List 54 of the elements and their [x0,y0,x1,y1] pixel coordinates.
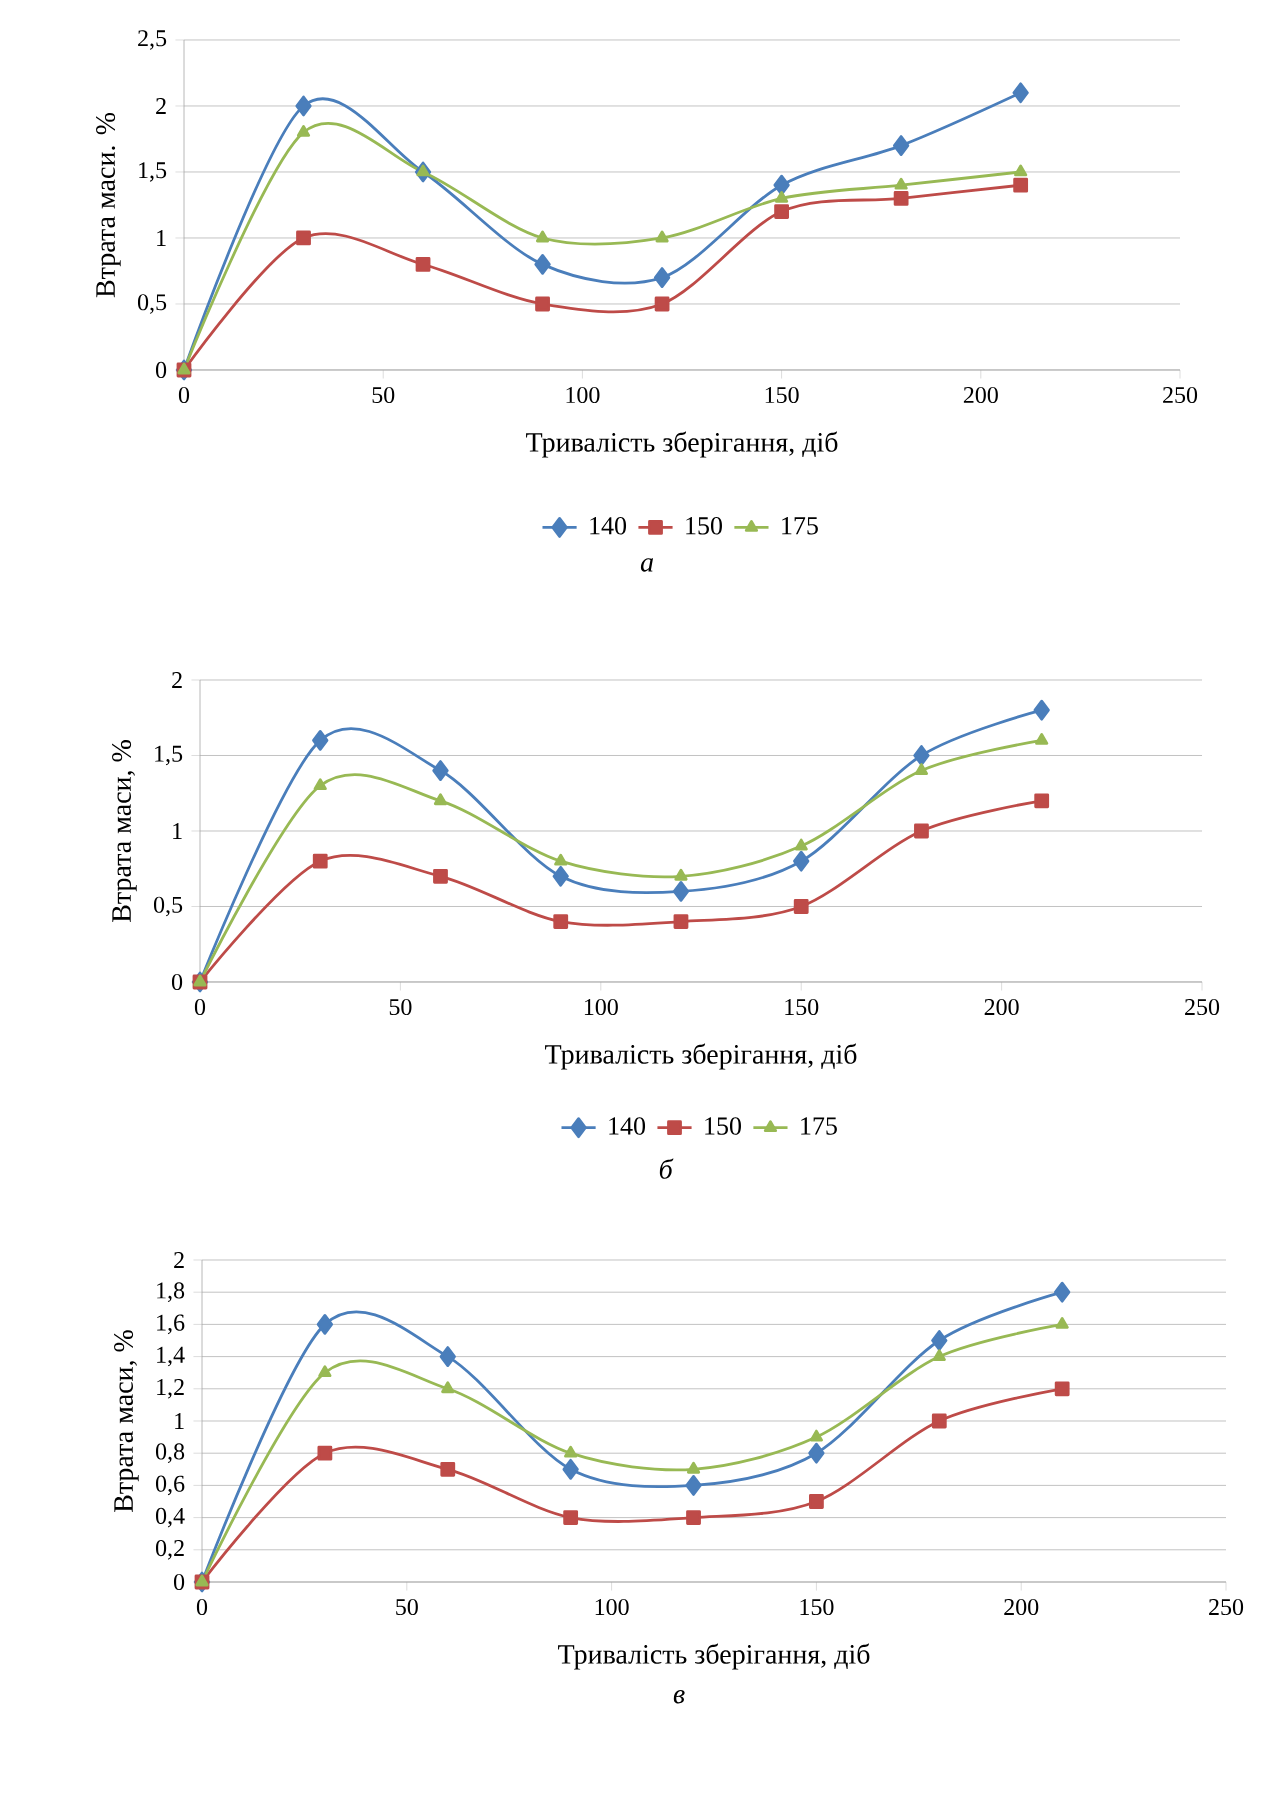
legend-label: 175 [801,1117,837,1135]
x-axis-title: Тривалість зберігання, діб [558,1643,870,1670]
x-tick-label: 150 [785,998,819,1016]
y-tick-label: 0,5 [153,896,183,917]
x-tick-label: 100 [595,1598,629,1616]
y-tick-label: 1,2 [157,1378,184,1399]
legend-label: 150 [705,1117,741,1135]
x-tick-label: 50 [389,998,412,1016]
y-axis-title: Втрата маси, % [114,1330,139,1513]
x-tick-label: 100 [584,998,618,1016]
x-tick-label: 100 [566,386,600,404]
y-tick-label: 2 [174,1252,184,1268]
y-tick-label: 0 [155,361,167,379]
y-tick-label: 1 [157,230,166,246]
x-tick-label: 250 [1185,998,1220,1016]
y-tick-label: 0 [173,1573,185,1591]
y-axis-title: Втрата маси, % [112,740,137,922]
y-tick-label: 0,6 [155,1475,185,1496]
text: в [673,1689,685,1704]
x-tick-label: 200 [1004,1598,1039,1616]
y-tick-label: 1,4 [157,1346,185,1367]
y-tick-label: 0,5 [137,294,167,314]
y-tick-label: 2 [156,98,166,114]
x-tick-label: 50 [372,386,395,404]
y-tick-label: 1 [175,1413,184,1429]
x-tick-label: 200 [963,386,998,404]
y-tick-label: 0,4 [155,1507,185,1528]
text: б [659,1158,674,1179]
x-tick-label: 250 [1163,386,1198,404]
x-tick-label: 0 [196,1598,208,1616]
x-axis-title: Тривалість зберігання, діб [526,431,838,458]
y-tick-label: 1,8 [157,1282,185,1303]
legend-label: 140 [590,516,627,535]
y-tick-label: 0,8 [155,1443,185,1464]
y-tick-label: 2,5 [138,30,167,50]
y-tick-label: 1,5 [139,162,167,182]
y-tick-label: 2 [172,672,182,688]
legend-label: 150 [686,516,722,535]
x-tick-label: 150 [800,1598,834,1616]
y-tick-label: 1 [173,823,182,839]
x-tick-label: 150 [765,386,799,404]
x-axis-title: Тривалість зберігання, діб [545,1043,857,1070]
x-tick-label: 0 [194,998,206,1016]
legend-label: 175 [782,517,818,535]
x-tick-label: 200 [984,998,1019,1016]
x-tick-label: 250 [1209,1598,1244,1616]
y-tick-label: 1,5 [155,745,183,766]
x-tick-label: 50 [396,1598,418,1616]
y-axis-title: Втрата маси. % [96,112,121,298]
y-tick-label: 0 [171,973,183,991]
y-tick-label: 0,2 [155,1539,184,1560]
text: а [640,558,653,572]
y-tick-label: 1,6 [157,1314,185,1335]
legend-label: 140 [609,1117,646,1135]
